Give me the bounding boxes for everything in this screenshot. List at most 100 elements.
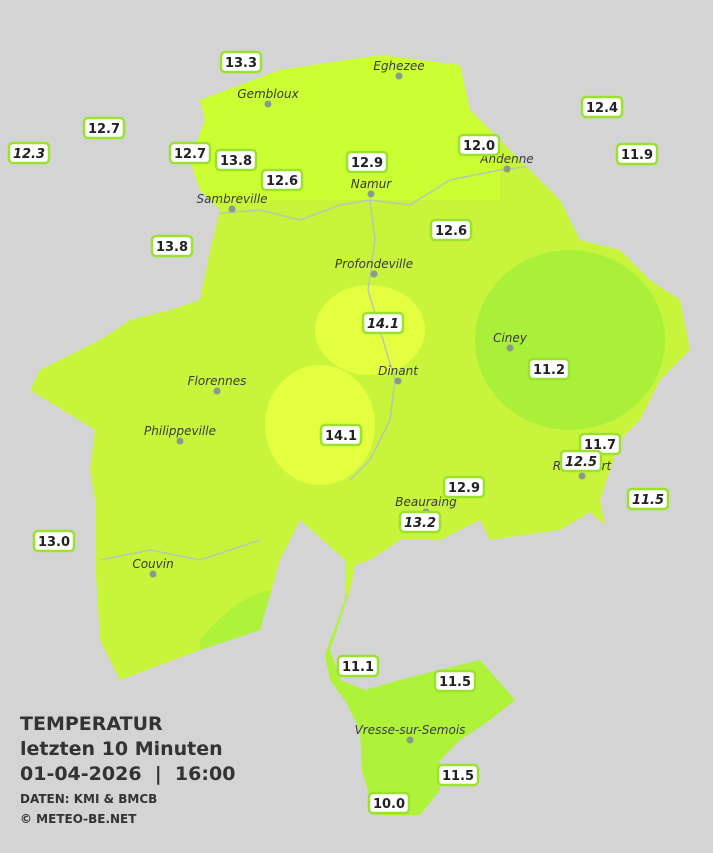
station-box <box>527 357 571 381</box>
place-dot <box>228 205 236 213</box>
station-box <box>345 150 389 174</box>
station: 11.7 <box>578 432 622 456</box>
station: 12.4 <box>580 95 624 119</box>
place-dot <box>406 736 414 744</box>
station-value: 14.1 <box>367 317 399 332</box>
station: 12.3 <box>7 141 51 165</box>
station-box <box>32 529 76 553</box>
station-box <box>626 487 670 511</box>
station-box <box>82 116 126 140</box>
place-label: Couvin <box>132 557 173 571</box>
station-value: 12.5 <box>565 455 597 470</box>
place-label: Sambreville <box>196 192 267 206</box>
station-value: 11.5 <box>442 769 474 784</box>
place-label: Ciney <box>493 331 528 345</box>
place-dot <box>394 377 402 385</box>
station-value: 12.0 <box>463 139 495 154</box>
station: 11.1 <box>336 654 380 678</box>
station-box <box>615 142 659 166</box>
credit: DATEN: KMI & BMCB <box>20 792 157 806</box>
place-dot <box>213 387 221 395</box>
station-value: 12.6 <box>435 224 467 239</box>
place-dot <box>395 72 403 80</box>
station: 11.5 <box>626 487 670 511</box>
station-box <box>457 133 501 157</box>
station-value: 11.1 <box>342 660 374 675</box>
station: 12.6 <box>260 168 304 192</box>
station-value: 11.5 <box>439 675 471 690</box>
station-value: 13.0 <box>38 535 70 550</box>
place-label: Namur <box>351 177 393 191</box>
station: 11.9 <box>615 142 659 166</box>
place-label: Vresse-sur-Semois <box>355 723 466 737</box>
station-value: 11.7 <box>584 438 616 453</box>
station: 11.5 <box>436 763 480 787</box>
place-dot <box>506 344 514 352</box>
station-value: 12.3 <box>13 147 45 162</box>
place-dot <box>264 100 272 108</box>
station: 13.0 <box>32 529 76 553</box>
place-label: Eghezee <box>373 59 424 73</box>
station: 11.2 <box>527 357 571 381</box>
datetime: 01-04-2026 | 16:00 <box>20 763 235 785</box>
station-box <box>367 791 411 815</box>
station-box <box>429 218 473 242</box>
place-dot <box>176 437 184 445</box>
station-box <box>168 141 212 165</box>
station-box <box>150 234 194 258</box>
station-box <box>433 669 477 693</box>
place-dot <box>370 270 378 278</box>
station: 12.7 <box>82 116 126 140</box>
place-label: Dinant <box>378 364 419 378</box>
station-value: 12.9 <box>351 156 383 171</box>
station-value: 12.4 <box>586 101 618 116</box>
place-dot <box>503 165 511 173</box>
credit: © METEO-BE.NET <box>20 812 137 826</box>
station: 14.1 <box>319 423 363 447</box>
station-box <box>319 423 363 447</box>
place-label: Gembloux <box>237 87 299 101</box>
title: TEMPERATUR <box>20 713 163 735</box>
station: 10.0 <box>367 791 411 815</box>
station: 12.5 <box>559 449 603 473</box>
station-value: 12.7 <box>174 147 206 162</box>
station-box <box>7 141 51 165</box>
station-box <box>336 654 380 678</box>
station-value: 11.9 <box>621 148 653 163</box>
place-label: Profondeville <box>335 257 413 271</box>
station-value: 12.9 <box>448 481 480 496</box>
station-value: 13.2 <box>404 516 436 531</box>
station: 13.3 <box>219 50 263 74</box>
subtitle: letzten 10 Minuten <box>20 738 223 760</box>
station-box <box>214 148 258 172</box>
station: 12.6 <box>429 218 473 242</box>
station-box <box>559 449 603 473</box>
place-dot <box>367 190 375 198</box>
station: 12.0 <box>457 133 501 157</box>
station-box <box>398 510 442 534</box>
place-label: Beauraing <box>395 495 457 509</box>
station-box <box>436 763 480 787</box>
station-value: 13.8 <box>156 240 188 255</box>
station-value: 11.2 <box>533 363 565 378</box>
place-dot <box>149 570 157 578</box>
station-value: 13.3 <box>225 56 257 71</box>
station-box <box>442 475 486 499</box>
station-value: 11.5 <box>632 493 664 508</box>
station: 13.8 <box>214 148 258 172</box>
station: 12.7 <box>168 141 212 165</box>
station-value: 10.0 <box>373 797 405 812</box>
station-box <box>361 311 405 335</box>
place-label: Florennes <box>188 374 247 388</box>
station: 13.2 <box>398 510 442 534</box>
station-value: 14.1 <box>325 429 357 444</box>
place-dot <box>578 472 586 480</box>
station-box <box>219 50 263 74</box>
station-value: 13.8 <box>220 154 252 169</box>
station-value: 12.6 <box>266 174 298 189</box>
station-box <box>580 95 624 119</box>
station: 12.9 <box>442 475 486 499</box>
station: 12.9 <box>345 150 389 174</box>
station: 14.1 <box>361 311 405 335</box>
station: 11.5 <box>433 669 477 693</box>
